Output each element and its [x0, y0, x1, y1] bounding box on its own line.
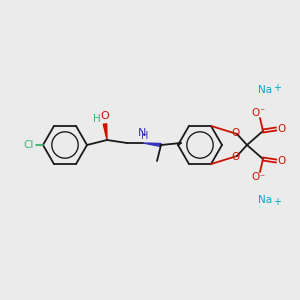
Text: N: N [138, 128, 146, 138]
Text: O: O [251, 108, 259, 118]
Text: H: H [93, 114, 101, 124]
Text: O: O [232, 152, 240, 162]
Polygon shape [103, 124, 107, 140]
Text: Cl: Cl [24, 140, 34, 150]
Text: H: H [141, 131, 149, 141]
Text: +: + [273, 197, 281, 207]
Text: +: + [273, 83, 281, 93]
Polygon shape [143, 143, 161, 146]
Text: O: O [232, 128, 240, 138]
Text: Na: Na [258, 85, 272, 95]
Text: O: O [277, 156, 285, 166]
Text: Na: Na [258, 195, 272, 205]
Text: ⁻: ⁻ [260, 173, 265, 183]
Text: O: O [277, 124, 285, 134]
Text: O: O [100, 111, 109, 121]
Text: ⁻: ⁻ [260, 107, 265, 117]
Text: O: O [251, 172, 259, 182]
